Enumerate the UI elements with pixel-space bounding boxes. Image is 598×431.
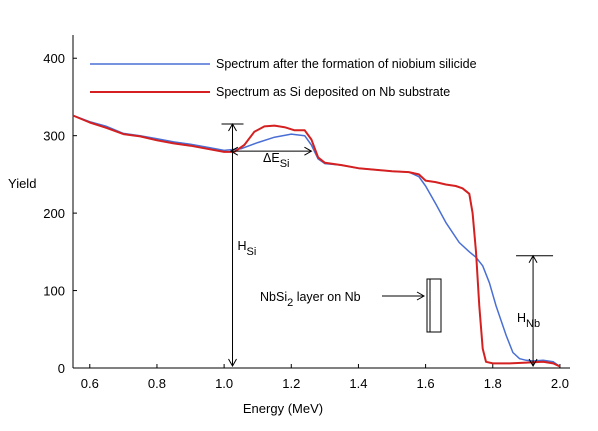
y-tick-label: 400	[43, 51, 65, 66]
delta-e-arrow-left-icon	[229, 146, 239, 156]
h-si-arrow-down-icon	[228, 358, 237, 368]
x-tick-label: 1.4	[349, 376, 367, 391]
x-tick-label: 1.2	[282, 376, 300, 391]
x-tick-label: 1.6	[417, 376, 435, 391]
x-ticks: 0.6 0.8 1.0 1.2 1.4 1.6 1.8 2.0	[81, 364, 569, 391]
h-nb-arrow-down-icon	[528, 358, 538, 368]
layer-pointer-arrow-icon	[416, 291, 426, 301]
y-tick-label: 100	[43, 284, 65, 299]
layer-box	[426, 278, 442, 333]
x-tick-label: 1.0	[215, 376, 233, 391]
legend-label-as-deposited-spectrum: Spectrum as Si deposited on Nb substrate	[216, 85, 450, 99]
axes	[72, 35, 570, 369]
delta-e-label: ΔESi	[263, 151, 289, 170]
x-tick-label: 0.8	[148, 376, 166, 391]
y-tick-label: 300	[43, 129, 65, 144]
legend: Spectrum after the formation of niobium …	[90, 57, 477, 99]
h-nb-label: HNb	[517, 311, 540, 330]
y-ticks: 0 100 200 300 400	[43, 51, 77, 376]
h-nb-arrow-up-icon	[528, 254, 538, 263]
h-si-arrow-up-icon	[228, 123, 237, 132]
y-tick-label: 0	[58, 361, 65, 376]
y-axis-label: Yield	[8, 176, 36, 191]
y-tick-label: 200	[43, 206, 65, 221]
legend-label-silicide-spectrum: Spectrum after the formation of niobium …	[216, 57, 477, 71]
series-line-as-deposited-spectrum	[72, 114, 561, 368]
h-si-label: HSi	[238, 239, 257, 258]
annotation-layer: HSi ΔESi HNb NbSi2 layer on Nb	[221, 123, 554, 368]
series-layer	[72, 114, 561, 368]
x-tick-label: 0.6	[81, 376, 99, 391]
delta-e-arrow-right-icon	[304, 146, 313, 156]
x-tick-label: 2.0	[551, 376, 569, 391]
x-tick-label: 1.8	[484, 376, 502, 391]
layer-label: NbSi2 layer on Nb	[260, 290, 361, 309]
x-axis-label: Energy (MeV)	[243, 401, 323, 416]
